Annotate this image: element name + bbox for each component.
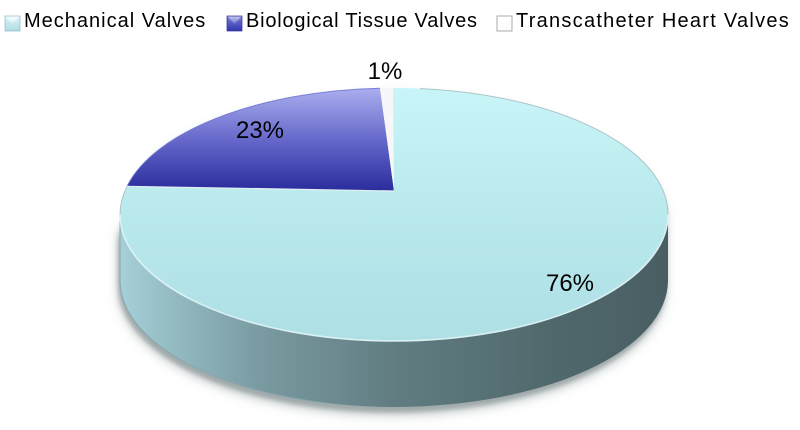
svg-text:76%: 76% <box>546 270 594 297</box>
svg-text:1%: 1% <box>368 58 403 85</box>
svg-text:23%: 23% <box>236 117 284 144</box>
